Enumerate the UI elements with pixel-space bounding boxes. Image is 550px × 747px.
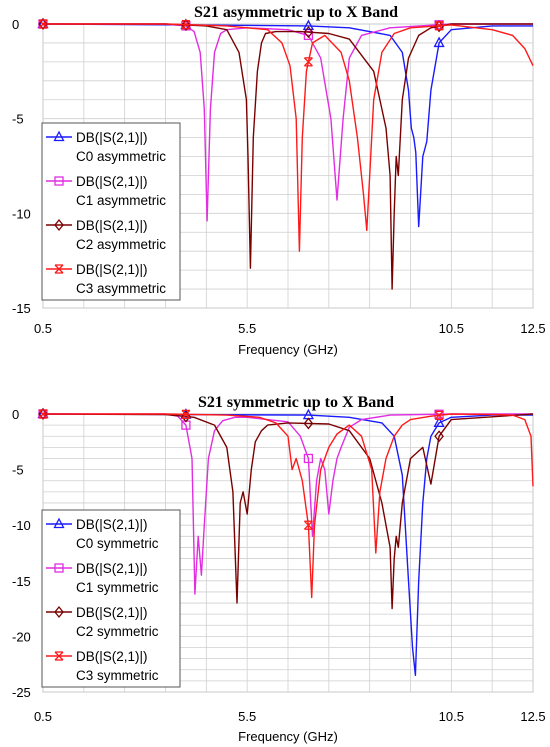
series-line [43,23,533,290]
x-axis-label: Frequency (GHz) [238,342,338,357]
x-axis-label: Frequency (GHz) [238,729,338,744]
y-tick-label: -5 [12,112,24,127]
x-tick-label: 10.5 [439,321,464,336]
series-line [43,23,533,222]
legend-marker [54,563,64,573]
chart-panel-0: S21 asymmetric up to X Band 0 -5 -10 -150.5 5… [12,4,546,357]
y-tick-label: -10 [12,206,31,221]
series-c3-symmetric [38,409,534,599]
series-c3-asymmetric [38,19,534,252]
data-point-marker [181,409,191,420]
series-c2-asymmetric [38,17,533,290]
series-line [43,413,534,599]
legend-label: DB(|S(2,1)|) [76,174,148,189]
data-point-marker [38,19,48,29]
legend-sublabel: C0 asymmetric [76,149,166,164]
data-point-marker [434,430,444,443]
legend-label: DB(|S(2,1)|) [76,517,148,532]
legend-sublabel: C1 symmetric [76,580,159,595]
legend: DB(|S(2,1)|) C0 symmetric DB(|S(2,1)|) C1 s… [41,509,181,688]
data-point-marker [434,21,444,31]
y-tick-label: -10 [12,518,31,533]
legend-box [41,122,181,301]
legend-entry: DB(|S(2,1)|) C1 symmetric [46,561,159,595]
data-point-marker [303,453,314,464]
legend-entry: DB(|S(2,1)|) C0 asymmetric [46,130,166,164]
data-point-marker [303,57,313,67]
legend-sublabel: C0 symmetric [76,536,159,551]
legend-marker [53,517,65,529]
y-tick-label: 0 [12,407,19,422]
data-point-marker [302,19,314,31]
legend-sublabel: C3 asymmetric [76,281,166,296]
x-tick-label: 5.5 [238,709,256,724]
x-tick-label: 12.5 [520,321,545,336]
legend-sublabel: C3 symmetric [76,668,159,683]
legend-marker [53,130,65,142]
legend-label: DB(|S(2,1)|) [76,649,148,664]
legend-label: DB(|S(2,1)|) [76,218,148,233]
legend-entry: DB(|S(2,1)|) C1 asymmetric [46,174,166,208]
legend-entry: DB(|S(2,1)|) C3 symmetric [46,649,159,683]
data-point-marker [303,26,314,39]
x-tick-label: 5.5 [238,321,256,336]
data-point-marker [433,416,445,428]
y-tick-label: -25 [12,685,31,700]
y-tick-label: -15 [12,301,31,316]
legend-marker [54,651,64,661]
y-tick-label: 0 [12,17,19,32]
data-point-marker [434,410,444,420]
legend-box [41,509,181,688]
data-point-marker [433,36,445,48]
x-tick-label: 12.5 [520,709,545,724]
legend-marker [54,264,64,274]
chart-panel-1: S21 symmetric up to X Band 0 -5 -10 -15 -20 -2… [12,394,546,744]
legend-entry: DB(|S(2,1)|) C2 asymmetric [46,218,166,252]
y-tick-label: -15 [12,574,31,589]
legend-entry: DB(|S(2,1)|) C0 symmetric [46,517,159,551]
data-point-marker [181,18,191,31]
data-point-marker [38,17,48,31]
chart-title: S21 asymmetric up to X Band [194,4,398,21]
legend: DB(|S(2,1)|) C0 asymmetric DB(|S(2,1)|) C1 … [41,122,181,301]
x-tick-label: 0.5 [34,709,52,724]
data-point-marker [303,30,314,41]
x-tick-label: 0.5 [34,321,52,336]
y-tick-label: -5 [12,463,24,478]
legend-sublabel: C1 asymmetric [76,193,166,208]
data-point-marker [181,19,191,30]
legend-marker [54,218,64,232]
data-point-marker [38,407,48,421]
legend-sublabel: C2 symmetric [76,624,159,639]
data-point-marker [303,417,314,430]
y-tick-label: -20 [12,629,31,644]
legend-label: DB(|S(2,1)|) [76,605,148,620]
legend-sublabel: C2 asymmetric [76,237,166,252]
series-line [43,23,534,252]
legend-marker [54,176,64,186]
x-tick-label: 10.5 [439,709,464,724]
data-point-marker [38,409,48,419]
legend-label: DB(|S(2,1)|) [76,130,148,145]
series-line [43,413,533,595]
data-point-marker [434,20,444,33]
data-point-marker [303,520,313,530]
chart-title: S21 symmetric up to X Band [198,394,394,411]
legend-entry: DB(|S(2,1)|) C3 asymmetric [46,262,166,296]
legend-marker [54,605,64,619]
legend-label: DB(|S(2,1)|) [76,262,148,277]
series-line [42,413,534,610]
legend-entry: DB(|S(2,1)|) C2 symmetric [46,605,159,639]
legend-label: DB(|S(2,1)|) [76,561,148,576]
